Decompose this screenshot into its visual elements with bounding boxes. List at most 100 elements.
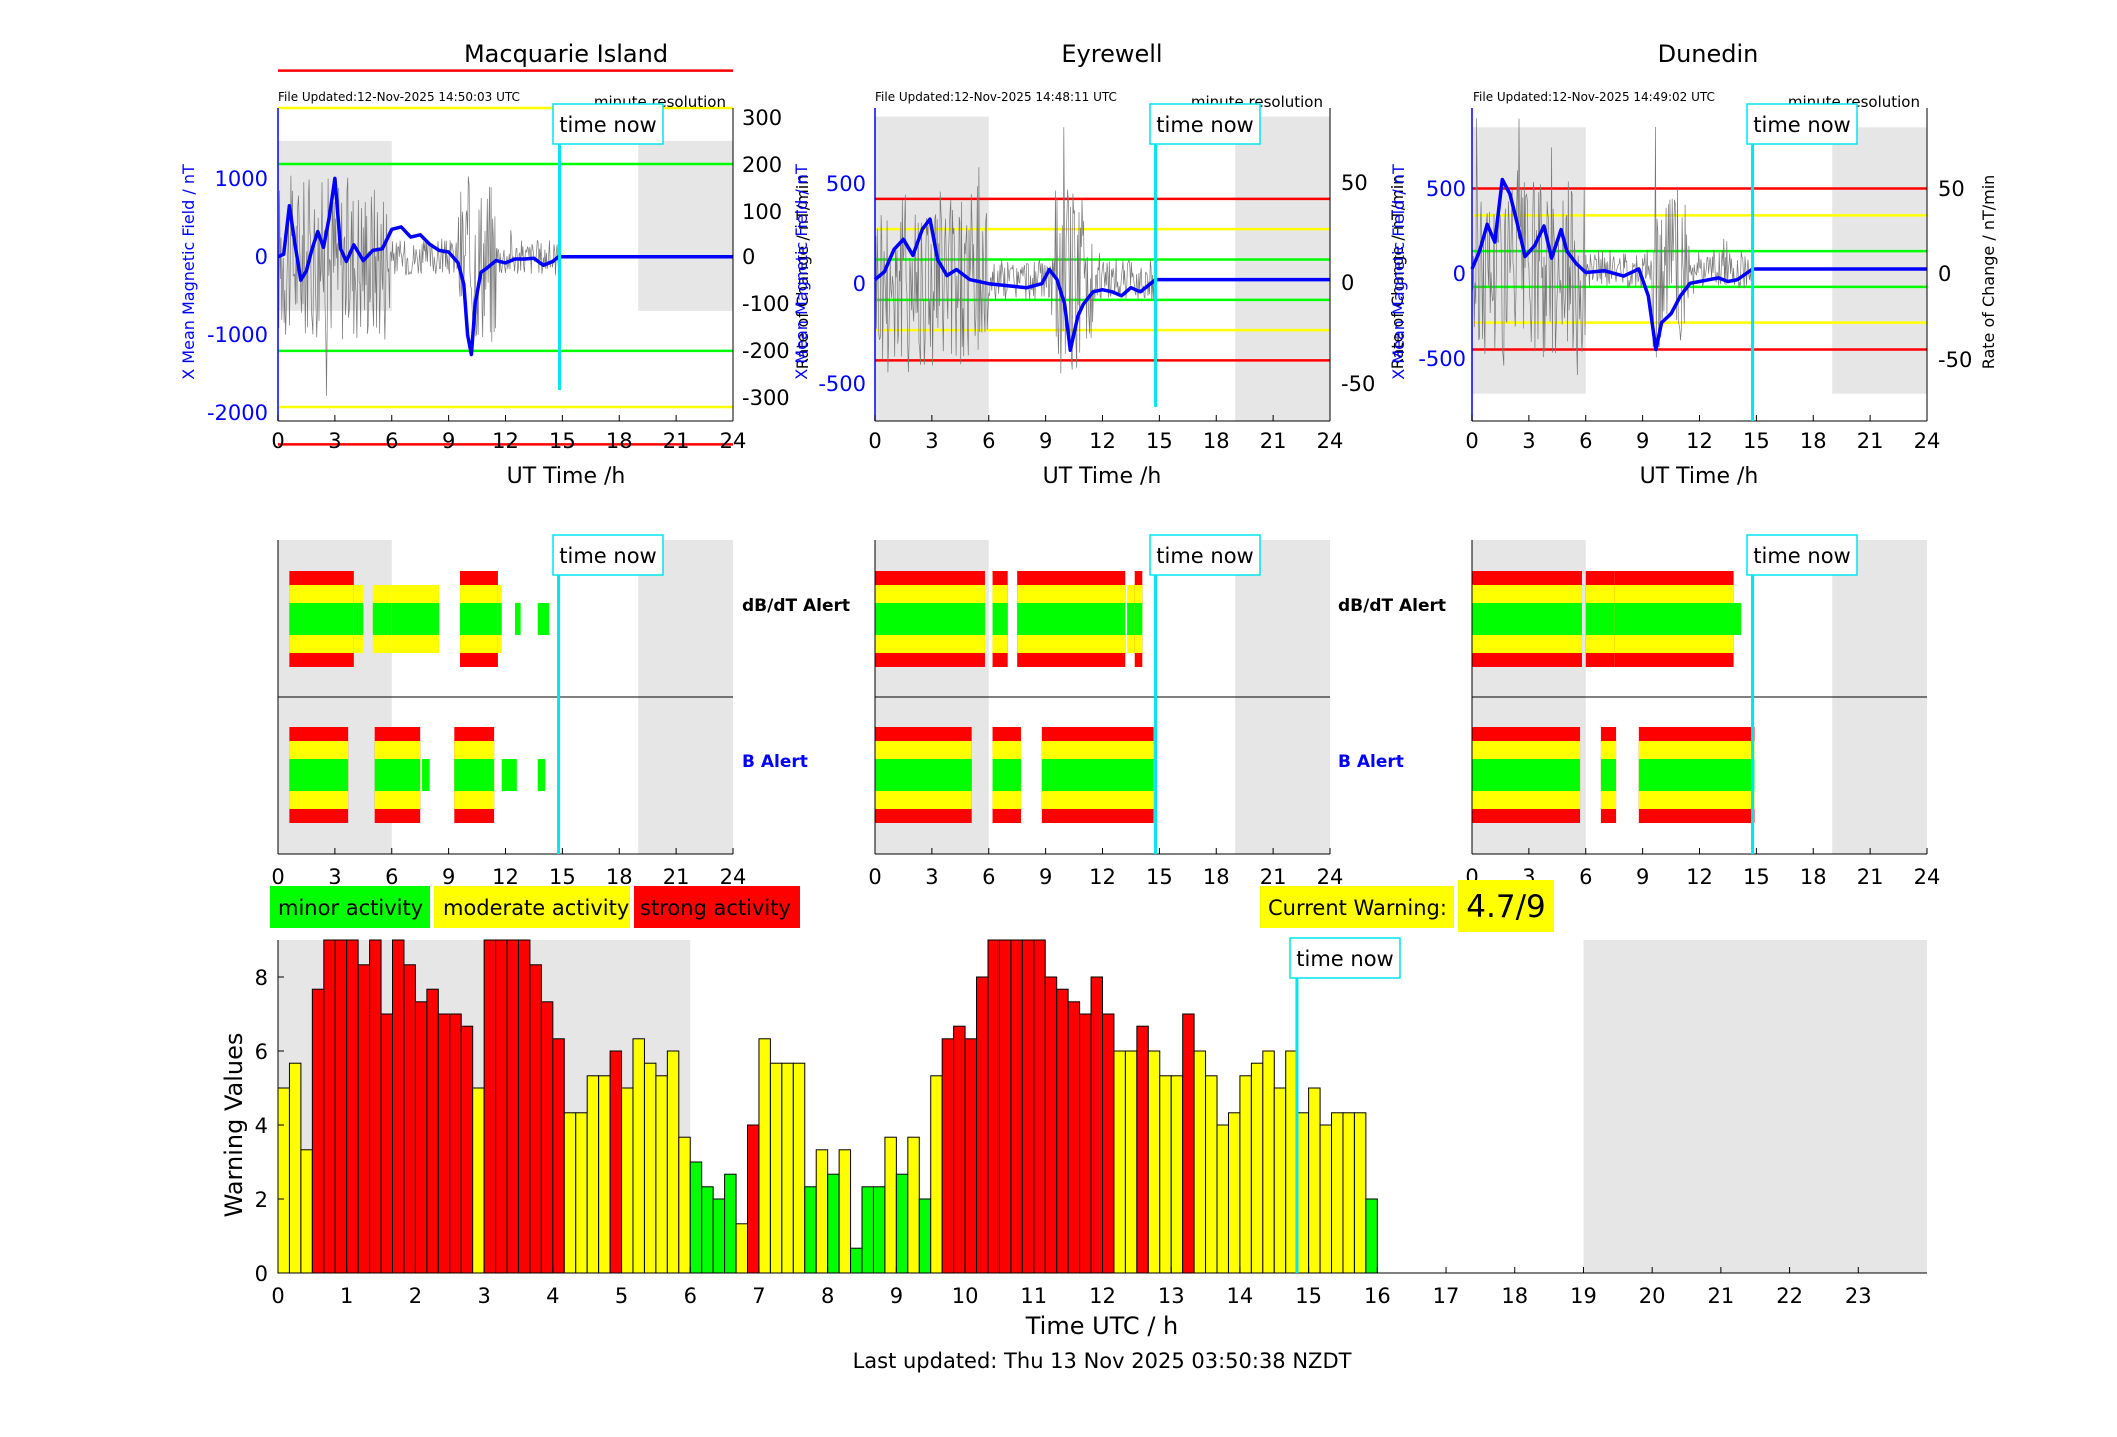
warning-bar (998, 939, 1012, 1274)
station-panel-eyrewell: Eyrewell 0 3 6 9 12 15 18 21 24 File Updated:12-… (792, 40, 1407, 489)
time-now-box (1149, 534, 1261, 576)
warning-bar (449, 1013, 462, 1274)
warning-bar (872, 1186, 886, 1274)
right-tick: 0 (1341, 271, 1354, 295)
warning-bar (1308, 1087, 1321, 1274)
left-y-ticks: 500 0 -500 (818, 172, 866, 396)
warning-bar (1124, 1050, 1138, 1274)
right-y-ticks: 50 0 -50 (1341, 171, 1375, 396)
x-tick-label: 0 (868, 865, 881, 889)
warning-bar (1170, 1075, 1184, 1274)
legend-strong-label: strong activity (640, 896, 791, 920)
warning-bar (666, 1050, 680, 1274)
alert-minor-block (460, 603, 498, 635)
alert-time-now-markers: time now time now time now (552, 534, 1858, 576)
alert-minor-block (289, 759, 349, 791)
warning-bar (1056, 988, 1069, 1274)
time-now-box (552, 103, 664, 145)
x-tick-label: 18 (1203, 429, 1230, 453)
warning-time-now-marker: time now (1289, 937, 1401, 979)
time-now-marker: time now (552, 103, 664, 145)
night-shade-rect (638, 140, 733, 311)
alert-minor-block (454, 759, 495, 791)
warning-bar (758, 1038, 771, 1274)
x-tick-label: 21 (1857, 429, 1884, 453)
warning-bar (346, 939, 359, 1274)
station-title: Macquarie Island (464, 40, 668, 68)
warning-bar (529, 964, 542, 1274)
alert-minor-block (1127, 603, 1135, 635)
last-updated-footer: Last updated: Thu 13 Nov 2025 03:50:38 N… (853, 1349, 1352, 1373)
warning-bar (941, 1038, 955, 1274)
x-tick-label: 15 (1743, 429, 1770, 453)
left-tick: 0 (255, 245, 268, 269)
alert-minor-block (1585, 603, 1615, 635)
left-tick: 0 (1453, 262, 1466, 286)
warning-bar (586, 1075, 600, 1274)
warning-bar (460, 1025, 474, 1274)
x-tick-label: 8 (821, 1284, 834, 1308)
left-y-axis-label: X Mean Magnetic Field / nT (792, 164, 811, 380)
warning-bar (861, 1186, 874, 1274)
time-now-box (1746, 103, 1858, 145)
file-updated-label: File Updated:12-Nov-2025 14:50:03 UTC (278, 90, 520, 104)
warning-y-axis-label: Warning Values (220, 1033, 248, 1218)
time-now-label: time now (1296, 947, 1393, 971)
alert-minor-block (992, 603, 1008, 635)
night-shade-rect (1832, 127, 1927, 394)
warning-bar (964, 1038, 978, 1274)
warning-bar (1147, 1050, 1161, 1274)
time-now-box (1746, 534, 1858, 576)
x-tick-label: 0 (868, 429, 881, 453)
field-series-line (873, 217, 1330, 353)
x-tick-label: 21 (663, 429, 690, 453)
x-tick-label: 9 (1636, 429, 1649, 453)
x-tick-label: 9 (1039, 865, 1052, 889)
x-tick-label: 9 (1636, 865, 1649, 889)
x-tick-label: 18 (606, 429, 633, 453)
warning-bar (632, 1038, 645, 1274)
warning-bar (300, 1149, 313, 1274)
warning-bar (701, 1186, 714, 1274)
station-title: Dunedin (1658, 40, 1759, 68)
x-tick-label: 21 (1857, 865, 1884, 889)
x-tick-label: 7 (752, 1284, 765, 1308)
warning-bar (643, 1062, 657, 1274)
x-tick-label: 24 (720, 865, 747, 889)
right-tick: -200 (742, 339, 790, 363)
warning-bar (357, 964, 371, 1274)
right-tick: 0 (1938, 262, 1951, 286)
warning-bar (1216, 1124, 1229, 1274)
warning-bar (1090, 976, 1104, 1274)
alert-minor-block (1134, 603, 1143, 635)
x-tick-label: 22 (1776, 1284, 1803, 1308)
y-tick-label: 0 (255, 1262, 268, 1286)
file-updated-label: File Updated:12-Nov-2025 14:48:11 UTC (875, 90, 1117, 104)
warning-bar (288, 1062, 302, 1274)
alert-minor-block (537, 759, 546, 791)
left-tick: -500 (1418, 347, 1466, 371)
x-tick-label: 11 (1020, 1284, 1047, 1308)
warning-bar (1159, 1075, 1172, 1274)
legend-strong-swatch (634, 886, 800, 928)
right-y-axis-label: Rate of Change / nT/min (1388, 175, 1407, 370)
warning-bar (414, 1001, 428, 1274)
warning-bar (323, 939, 336, 1274)
x-tick-label: 9 (442, 865, 455, 889)
alert-minor-block (391, 603, 440, 635)
x-tick-label: 18 (1203, 865, 1230, 889)
y-tick-label: 2 (255, 1188, 268, 1212)
x-tick-label: 23 (1845, 1284, 1872, 1308)
legend-minor-label: minor activity (278, 896, 423, 920)
right-tick: 200 (742, 153, 782, 177)
night-shading (875, 116, 1330, 421)
warning-x-axis-label: Time UTC / h (1025, 1312, 1179, 1340)
left-y-axis-label: X Mean Magnetic Field / nT (179, 164, 198, 380)
warning-bar (495, 939, 508, 1274)
x-tick-label: 6 (1579, 865, 1592, 889)
warning-bar (747, 1124, 760, 1274)
time-now-label: time now (1753, 544, 1850, 568)
warning-bar (1182, 1013, 1195, 1274)
warning-bar (1296, 1112, 1310, 1274)
